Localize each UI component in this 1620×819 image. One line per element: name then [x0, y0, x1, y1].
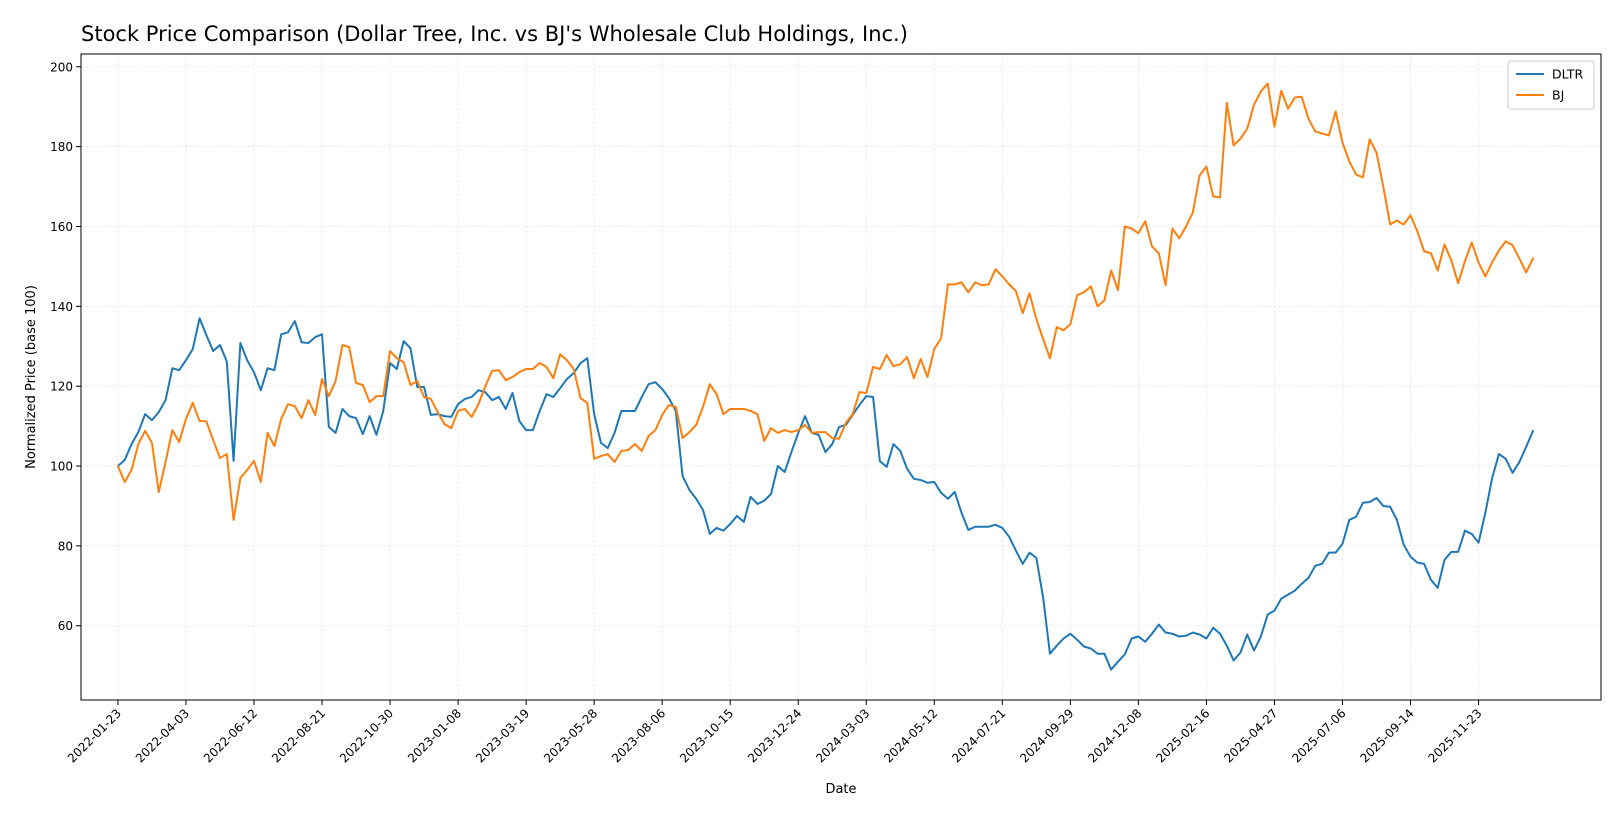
- y-tick-label: 180: [50, 140, 73, 154]
- x-tick-label: 2022-10-30: [337, 706, 396, 765]
- y-tick-label: 80: [58, 539, 73, 553]
- y-tick-label: 60: [58, 619, 73, 633]
- x-tick-label: 2025-04-27: [1221, 706, 1280, 765]
- x-tick-label: 2023-12-24: [745, 706, 804, 765]
- x-tick-label: 2024-12-08: [1085, 706, 1144, 765]
- x-tick-label: 2025-09-14: [1357, 706, 1416, 765]
- y-tick-label: 200: [50, 60, 73, 74]
- legend-label-bj: BJ: [1552, 88, 1564, 103]
- series-line-dltr: [116, 317, 1534, 671]
- x-axis-label: Date: [825, 782, 856, 797]
- x-tick-label: 2025-02-16: [1153, 706, 1212, 765]
- x-tick-label: 2024-07-21: [949, 706, 1008, 765]
- x-tick-label: 2024-05-12: [881, 706, 940, 765]
- x-tick-label: 2023-03-19: [473, 706, 532, 765]
- y-axis-label: Normalized Price (base 100): [24, 285, 39, 469]
- x-tick-label: 2023-05-28: [541, 706, 600, 765]
- x-axis: 2022-01-23 2022-04-03 2022-06-12 2022-08-21…: [65, 700, 1485, 765]
- grid-lines: [81, 54, 1601, 700]
- x-tick-label: 2022-06-12: [201, 706, 260, 765]
- x-tick-label: 2025-07-06: [1289, 706, 1348, 765]
- series-lines: [116, 82, 1534, 671]
- x-tick-label: 2023-01-08: [405, 706, 464, 765]
- legend: DLTR BJ: [1507, 60, 1595, 110]
- y-tick-label: 120: [50, 380, 73, 394]
- plot-frame: [80, 53, 1602, 701]
- x-tick-label: 2024-03-03: [813, 706, 872, 765]
- chart-title: Stock Price Comparison (Dollar Tree, Inc…: [81, 22, 908, 46]
- y-axis: 60 80 100 120 140 160 180 200: [50, 60, 81, 633]
- y-tick-label: 100: [50, 460, 73, 474]
- y-tick-label: 160: [50, 220, 73, 234]
- series-line-bj: [116, 82, 1534, 521]
- x-tick-label: 2023-08-06: [609, 706, 668, 765]
- legend-label-dltr: DLTR: [1552, 67, 1584, 82]
- x-tick-label: 2024-09-29: [1017, 706, 1076, 765]
- x-tick-label: 2022-01-23: [65, 706, 124, 765]
- x-tick-label: 2022-08-21: [269, 706, 328, 765]
- x-tick-label: 2022-04-03: [133, 706, 192, 765]
- x-tick-label: 2025-11-23: [1425, 706, 1484, 765]
- y-tick-label: 140: [50, 300, 73, 314]
- x-tick-label: 2023-10-15: [677, 706, 736, 765]
